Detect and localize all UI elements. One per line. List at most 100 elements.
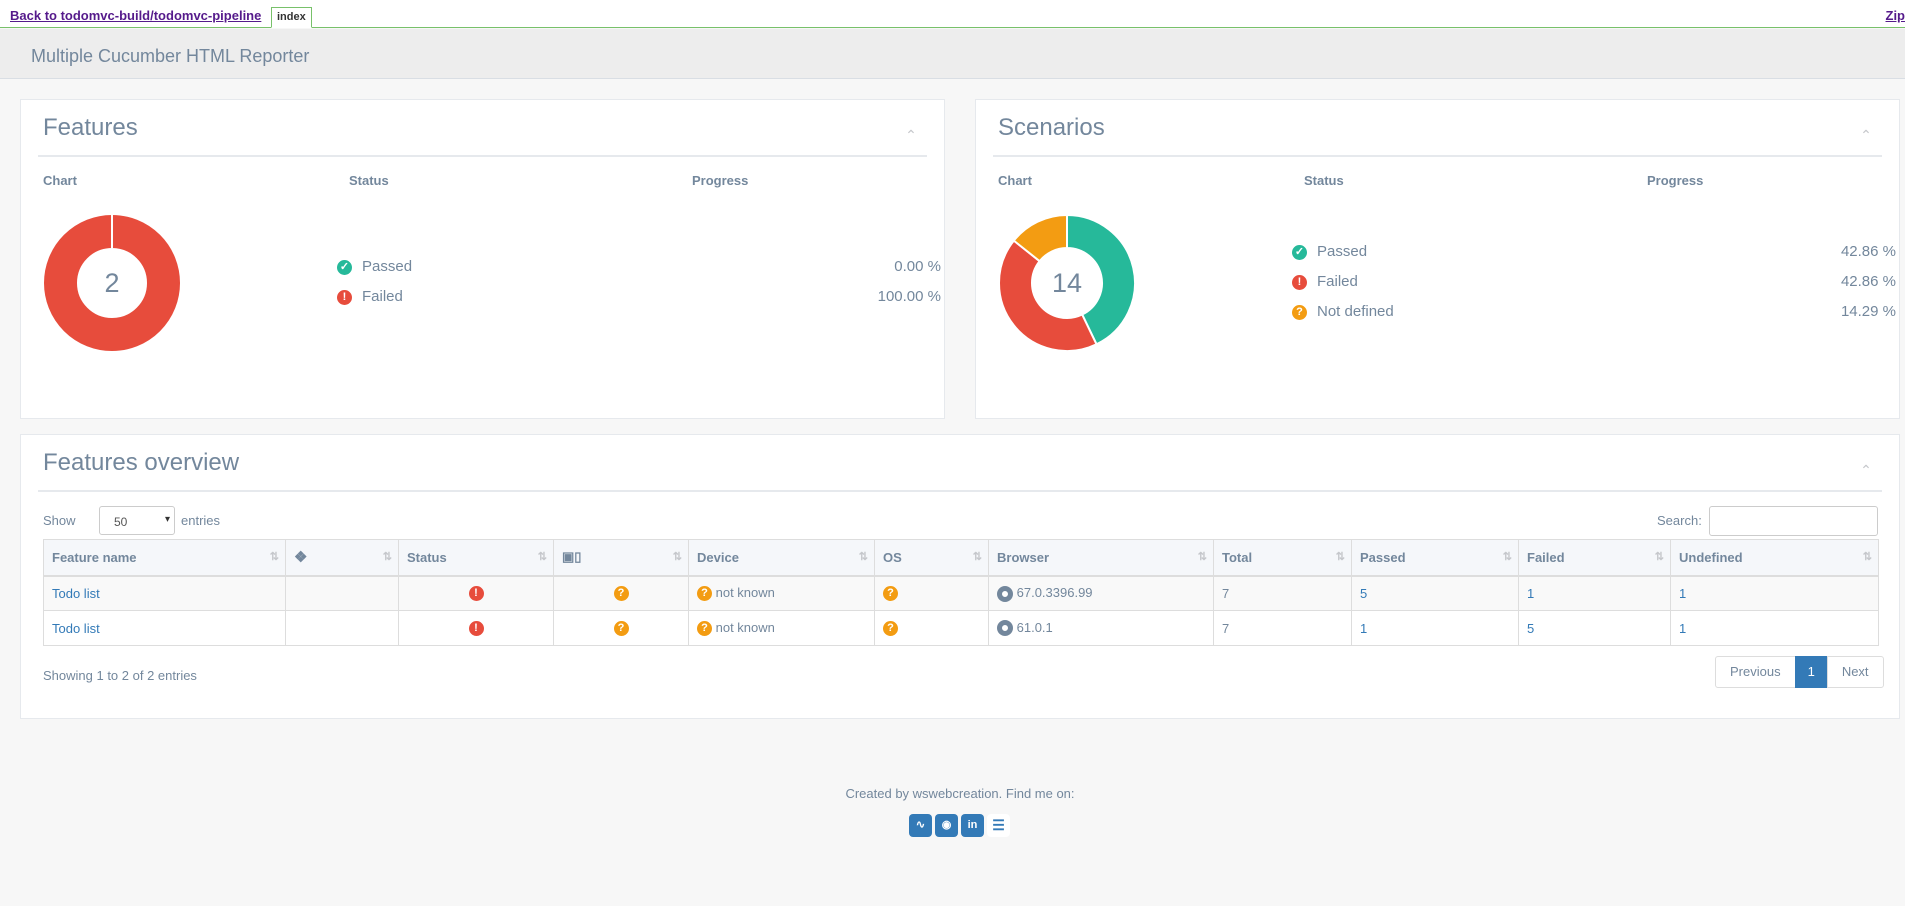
desktop-mobile-icon: ▣▯ <box>562 549 582 565</box>
chevron-up-icon[interactable]: ⌃ <box>905 127 917 143</box>
chart-column-header: Chart <box>43 173 77 188</box>
donut-slice-failed[interactable] <box>999 239 1098 351</box>
col-tags[interactable]: ❖ ⇅ <box>285 539 399 577</box>
scenarios-total: 14 <box>1051 267 1083 298</box>
entries-label: entries <box>181 513 221 528</box>
sort-icon: ⇅ <box>1654 551 1664 563</box>
failed-value: 5 <box>1527 620 1535 636</box>
failed-status-icon: ! <box>468 586 484 602</box>
status-label: Passed <box>1317 243 1368 260</box>
col-feature-name[interactable]: Feature name ⇅ <box>43 539 286 577</box>
github-icon[interactable]: ◉ <box>935 814 958 837</box>
status-passed: ✓ Passed <box>1292 242 1492 262</box>
chrome-icon <box>997 585 1013 602</box>
donut-slice-not-defined[interactable] <box>1012 215 1068 263</box>
chevron-up-icon[interactable]: ⌃ <box>1860 462 1872 478</box>
col-undefined[interactable]: Undefined ⇅ <box>1670 539 1879 577</box>
failed-status-icon: ! <box>468 621 484 637</box>
exclamation-circle-icon: ! <box>337 290 352 305</box>
col-os[interactable]: OS ⇅ <box>874 539 989 577</box>
overview-panel-title: Features overview <box>43 449 240 476</box>
status-not-defined: ? Not defined <box>1292 302 1492 322</box>
report-header: Multiple Cucumber HTML Reporter <box>0 29 1905 79</box>
divider <box>38 490 1882 492</box>
failed-percent: 100.00 % <box>877 288 941 305</box>
status-label: Failed <box>1317 273 1358 290</box>
col-label: Total <box>1222 549 1253 565</box>
check-circle-icon: ✓ <box>337 260 352 275</box>
tags-cell <box>285 610 399 646</box>
status-column-header: Status <box>349 173 389 188</box>
col-total[interactable]: Total ⇅ <box>1213 539 1352 577</box>
progress-column-header: Progress <box>692 173 749 188</box>
chevron-up-icon[interactable]: ⌃ <box>1860 127 1872 143</box>
total-value: 7 <box>1213 610 1352 646</box>
table-row: Todo list ! ? ? not known ? 67.0.3396.99… <box>43 575 1879 611</box>
col-status[interactable]: Status ⇅ <box>398 539 554 577</box>
feature-link[interactable]: Todo list <box>52 620 100 636</box>
donut-slice-passed[interactable] <box>1066 215 1135 346</box>
index-tab[interactable]: index <box>271 7 312 28</box>
sort-icon: ⇅ <box>1502 551 1512 563</box>
search-label: Search: <box>1657 513 1702 528</box>
question-circle-icon: ? <box>697 586 712 602</box>
col-device-type[interactable]: ▣▯ ⇅ <box>553 539 689 577</box>
search-input[interactable] <box>1709 506 1878 536</box>
table-info: Showing 1 to 2 of 2 entries <box>43 668 197 683</box>
total-value: 7 <box>1213 575 1352 611</box>
stackoverflow-icon[interactable]: ☰ <box>987 814 1010 837</box>
sort-icon: ⇅ <box>1197 551 1207 563</box>
browser-version: 67.0.3396.99 <box>1016 584 1093 600</box>
status-passed: ✓ Passed <box>337 257 537 277</box>
features-total: 2 <box>104 267 120 298</box>
entries-select[interactable]: 50 ▾ <box>99 506 175 535</box>
scenarios-panel-title: Scenarios <box>998 114 1105 141</box>
status-label: Failed <box>362 288 403 305</box>
status-column-header: Status <box>1304 173 1344 188</box>
passed-percent: 0.00 % <box>894 258 941 275</box>
col-browser[interactable]: Browser ⇅ <box>988 539 1214 577</box>
back-to-pipeline-link[interactable]: Back to todomvc-build/todomvc-pipeline <box>10 8 262 23</box>
page-1-button[interactable]: 1 <box>1794 656 1828 688</box>
col-failed[interactable]: Failed ⇅ <box>1518 539 1671 577</box>
col-passed[interactable]: Passed ⇅ <box>1351 539 1519 577</box>
report-title: Multiple Cucumber HTML Reporter <box>31 46 310 66</box>
failed-value: 1 <box>1527 585 1535 601</box>
progress-column-header: Progress <box>1647 173 1704 188</box>
undefined-value: 1 <box>1679 620 1687 636</box>
col-label: Undefined <box>1679 549 1743 565</box>
chart-column-header: Chart <box>998 173 1032 188</box>
features-panel-title: Features <box>43 114 138 141</box>
unknown-device-icon: ? <box>613 621 629 637</box>
firefox-icon <box>997 620 1013 637</box>
unknown-os-icon: ? <box>883 586 898 602</box>
divider <box>38 155 927 157</box>
col-device[interactable]: Device ⇅ <box>688 539 875 577</box>
col-label: Failed <box>1527 549 1565 565</box>
feature-link[interactable]: Todo list <box>52 585 100 601</box>
not-defined-percent: 14.29 % <box>1840 303 1896 320</box>
unknown-device-icon: ? <box>613 586 629 602</box>
table-row: Todo list ! ? ? not known ? 61.0.1 7 1 5… <box>43 610 1879 646</box>
scenarios-donut-chart <box>999 215 1135 351</box>
next-page-button[interactable]: Next <box>1826 656 1884 688</box>
sort-icon: ⇅ <box>1335 551 1345 563</box>
undefined-value: 1 <box>1679 585 1687 601</box>
status-failed: ! Failed <box>1292 272 1492 292</box>
zip-link[interactable]: Zip <box>1885 8 1905 23</box>
col-label: Status <box>407 549 447 565</box>
question-circle-icon: ? <box>1292 305 1307 320</box>
jenkins-top-bar: Back to todomvc-build/todomvc-pipeline i… <box>0 0 1905 28</box>
linkedin-icon[interactable]: in <box>961 814 984 837</box>
sort-icon: ⇅ <box>858 551 868 563</box>
col-label: Device <box>697 549 739 565</box>
features-overview-panel: Features overview ⌃ Show 50 ▾ entries Se… <box>20 434 1900 719</box>
rss-icon[interactable]: ∿ <box>909 814 932 837</box>
features-panel: Features ⌃ Chart Status Progress 2 ✓ Pas… <box>20 99 945 419</box>
col-label: OS <box>883 549 902 565</box>
unknown-os-icon: ? <box>883 621 898 637</box>
pagination: Previous 1 Next <box>1715 656 1884 688</box>
passed-percent: 42.86 % <box>1840 243 1896 260</box>
status-failed: ! Failed <box>337 287 537 307</box>
previous-page-button[interactable]: Previous <box>1715 656 1796 688</box>
